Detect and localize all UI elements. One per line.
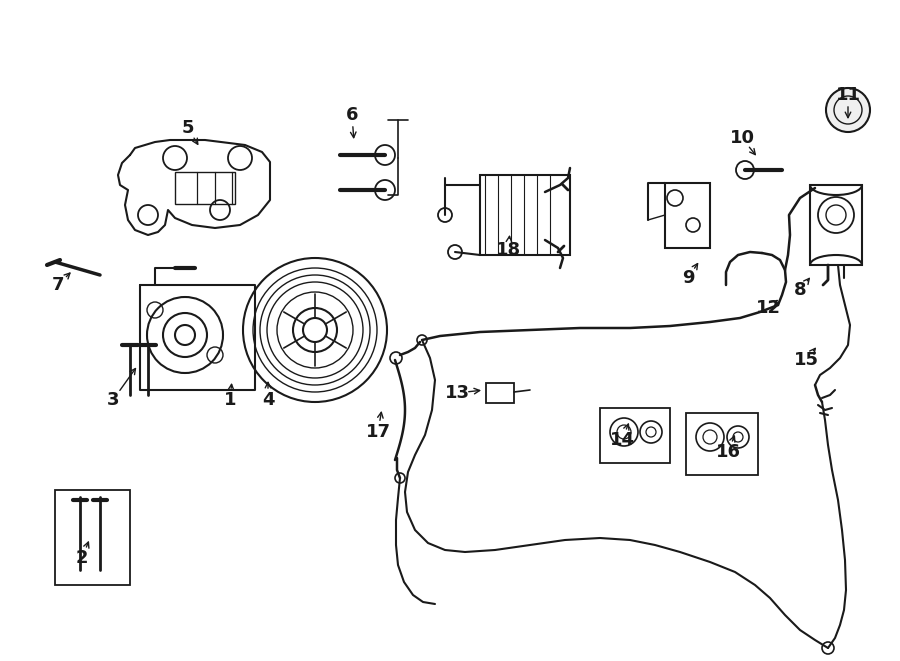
Text: 1: 1 [224,391,236,409]
Text: 3: 3 [107,391,119,409]
Bar [480,175,570,255]
Circle shape [826,88,870,132]
Bar [665,183,710,248]
Text: 17: 17 [365,423,391,441]
Text: 7: 7 [52,276,64,294]
Bar [600,408,670,463]
Text: 16: 16 [716,443,741,461]
Text: 10: 10 [730,129,754,147]
Text: 4: 4 [262,391,274,409]
Bar [55,490,130,585]
Text: 18: 18 [495,241,520,259]
Text: 8: 8 [794,281,806,299]
Text: 6: 6 [346,106,358,124]
Text: 13: 13 [445,384,470,402]
Bar [810,185,862,265]
Bar [686,413,758,475]
Bar [175,172,235,204]
Text: 12: 12 [755,299,780,317]
Text: 15: 15 [794,351,818,369]
Text: 11: 11 [835,86,860,104]
Text: 9: 9 [682,269,694,287]
Text: 2: 2 [76,549,88,567]
Text: 14: 14 [609,431,634,449]
Bar [486,383,514,403]
Text: 5: 5 [182,119,194,137]
